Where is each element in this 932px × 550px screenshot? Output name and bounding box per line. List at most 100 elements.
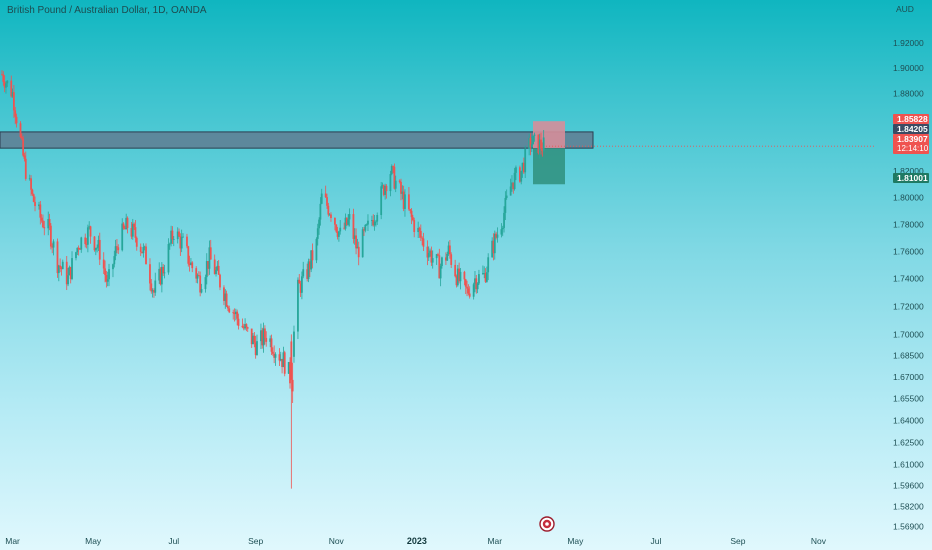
candle xyxy=(59,258,62,273)
price-tag-bg xyxy=(893,173,929,183)
candle xyxy=(270,334,273,355)
candle xyxy=(40,214,43,223)
candle-body xyxy=(468,293,471,297)
candle xyxy=(458,262,461,284)
candle-body xyxy=(456,268,459,286)
candle xyxy=(427,246,430,261)
candle-body xyxy=(223,287,225,301)
candle xyxy=(390,164,393,176)
candle-body xyxy=(320,193,323,204)
candle-body xyxy=(542,137,545,151)
candle-body xyxy=(227,306,229,309)
candle-body xyxy=(186,236,188,247)
candle-body xyxy=(131,223,134,237)
price-tag-countdown: 12:14:10 xyxy=(897,144,929,153)
x-axis[interactable]: Mar May Jul Sep Nov 2023 Mar May Jul Sep Nov xyxy=(5,536,827,546)
candle-body xyxy=(49,225,52,247)
price-tag-bg xyxy=(893,124,929,134)
candle xyxy=(12,84,15,118)
candle xyxy=(69,266,72,284)
candle xyxy=(31,188,34,197)
candle-body xyxy=(253,335,256,343)
candle-body xyxy=(372,220,375,226)
candle xyxy=(97,235,100,251)
y-axis[interactable]: AUD1.920001.900001.880001.860001.840001.… xyxy=(893,4,924,531)
candle xyxy=(180,229,183,253)
candle-body xyxy=(431,258,434,263)
candle xyxy=(308,258,311,278)
candle xyxy=(373,215,376,231)
candle-body xyxy=(274,354,277,358)
candle xyxy=(168,242,171,250)
candle xyxy=(244,318,246,331)
candle xyxy=(501,225,504,237)
candle xyxy=(252,333,254,345)
candle xyxy=(39,200,42,225)
candle-body xyxy=(345,217,348,225)
price-tag-value: 1.85828 xyxy=(897,114,928,124)
candle-body xyxy=(528,137,531,149)
candle xyxy=(250,328,253,348)
candle xyxy=(347,214,350,227)
y-tick-label: 1.58200 xyxy=(893,502,924,512)
candle xyxy=(51,243,54,254)
candle-body xyxy=(418,227,421,231)
candle-body xyxy=(207,261,210,269)
candle-body xyxy=(79,249,81,250)
candle-body xyxy=(520,170,523,182)
candle-body xyxy=(307,261,310,279)
candle-body xyxy=(228,308,231,313)
candle xyxy=(352,208,355,244)
candle-body xyxy=(20,136,23,139)
candle xyxy=(485,266,488,283)
candle xyxy=(199,271,202,297)
candle xyxy=(162,264,165,276)
candle-body xyxy=(32,194,35,202)
candle xyxy=(512,182,515,194)
y-tick-label: 1.67000 xyxy=(893,372,924,382)
candle-body xyxy=(264,328,266,338)
candle xyxy=(419,224,422,242)
candle-body xyxy=(281,358,283,368)
symbol-title[interactable]: British Pound / Australian Dollar, 1D, O… xyxy=(7,5,207,16)
candle-body xyxy=(422,238,425,247)
candle xyxy=(89,225,92,244)
candle-body xyxy=(355,235,357,249)
candle xyxy=(361,227,364,258)
candle-body xyxy=(172,239,175,240)
candle xyxy=(431,250,434,269)
candle xyxy=(254,335,257,359)
candle xyxy=(265,331,268,347)
candle xyxy=(417,221,420,239)
candle xyxy=(15,113,18,128)
candle xyxy=(153,288,155,298)
candle-body xyxy=(145,246,147,265)
candle-body xyxy=(538,139,541,154)
candle xyxy=(316,223,319,246)
candle xyxy=(1,70,3,76)
candle-body xyxy=(289,362,291,384)
candle xyxy=(227,305,229,312)
candle-body xyxy=(459,271,462,282)
candle xyxy=(409,209,412,214)
candle xyxy=(233,308,236,322)
candle-body xyxy=(250,328,253,345)
candle-body xyxy=(196,275,199,279)
candle-body xyxy=(5,83,7,88)
y-tick-label: 1.70000 xyxy=(893,329,924,339)
candle-body xyxy=(521,162,524,171)
candle-body xyxy=(427,253,430,258)
candle-body xyxy=(430,250,433,263)
candle xyxy=(290,334,293,489)
candle-body xyxy=(47,219,50,229)
candle-body xyxy=(139,246,142,252)
candle xyxy=(495,231,498,240)
candle xyxy=(123,225,126,230)
x-tick-label: Jul xyxy=(168,536,179,546)
candle-body xyxy=(217,265,220,275)
candle xyxy=(245,323,248,332)
candle-body xyxy=(232,312,235,314)
tradingview-logo-icon[interactable] xyxy=(539,516,555,532)
